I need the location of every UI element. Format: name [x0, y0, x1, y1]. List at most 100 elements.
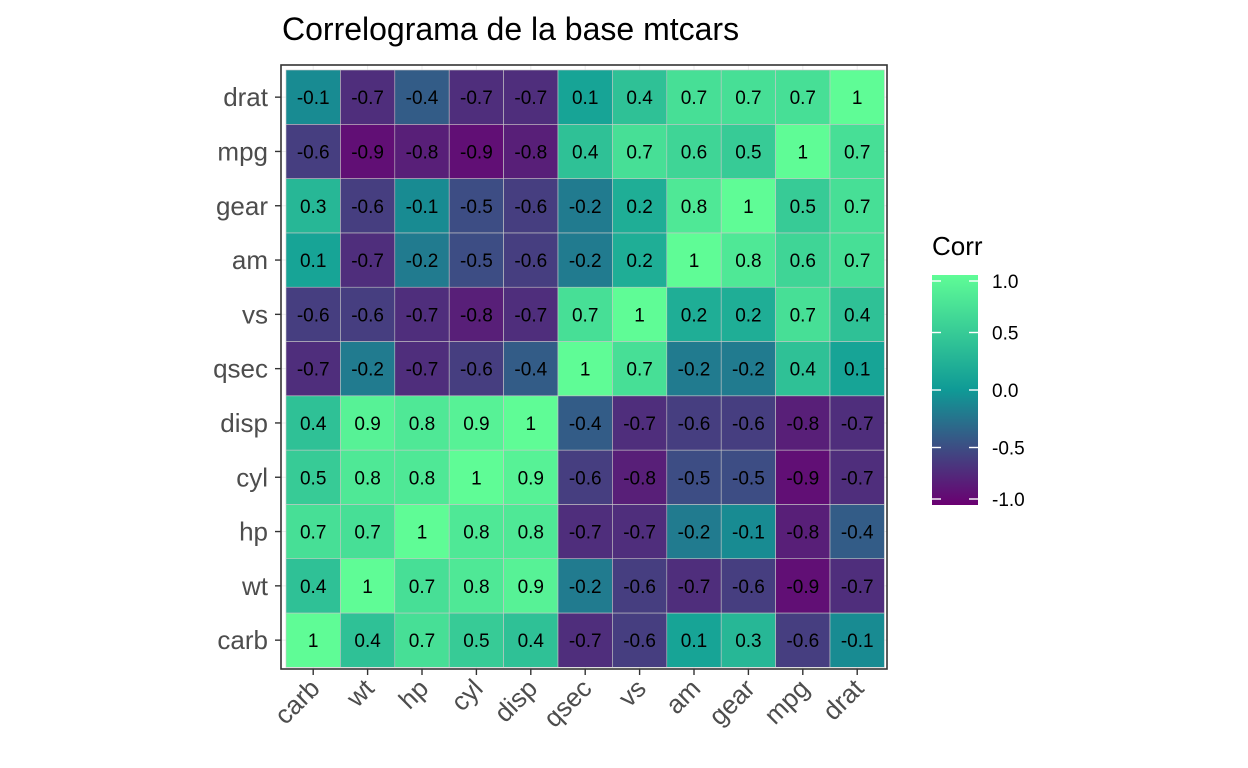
cell-value-hp-vs: -0.7 [623, 523, 656, 544]
cell-value-cyl-hp: 0.8 [409, 468, 435, 489]
heatmap-cell-cyl-wt [340, 449, 396, 505]
y-tick-label-cyl: cyl [236, 462, 268, 492]
cell-value-hp-gear: -0.1 [732, 523, 765, 544]
heatmap-cell-mpg-vs [612, 124, 668, 179]
cell-value-mpg-gear: 0.5 [735, 142, 761, 163]
legend-tick-label: 0.0 [992, 381, 1018, 402]
y-tick-label-hp: hp [239, 517, 268, 547]
heatmap-cell-mpg-gear [720, 124, 776, 179]
heatmap-cell-am-mpg [775, 232, 831, 288]
heatmap-cell-hp-hp [394, 504, 450, 559]
cell-value-wt-mpg: -0.9 [786, 577, 819, 598]
cell-value-qsec-qsec: 1 [580, 360, 591, 381]
heatmap-cell-vs-am [666, 286, 722, 342]
heatmap-cell-am-cyl [448, 232, 504, 288]
heatmap-cell-cyl-mpg [775, 449, 831, 505]
heatmap-cell-qsec-cyl [448, 341, 504, 397]
heatmap-cell-wt-hp [394, 558, 450, 614]
cell-value-drat-mpg: 0.7 [790, 88, 816, 109]
cell-value-qsec-vs: 0.7 [626, 360, 652, 381]
cell-value-carb-qsec: -0.7 [569, 631, 602, 652]
heatmap-cell-am-vs [612, 232, 668, 288]
cell-value-am-cyl: -0.5 [460, 251, 493, 272]
heatmap-cell-gear-gear [720, 178, 776, 234]
cell-value-wt-gear: -0.6 [732, 577, 765, 598]
cell-value-hp-carb: 0.7 [300, 523, 326, 544]
x-tick-label-gear: gear [703, 673, 761, 731]
x-tick-label-mpg: mpg [758, 673, 815, 730]
x-tick-label-disp: disp [488, 673, 543, 728]
heatmap-cell-mpg-wt [340, 124, 396, 179]
heatmap-cell-wt-gear [720, 558, 776, 614]
cell-value-mpg-mpg: 1 [798, 142, 809, 163]
cell-value-vs-hp: -0.7 [406, 305, 439, 326]
heatmap-cell-gear-cyl [448, 178, 504, 234]
heatmap-cell-drat-wt [340, 69, 396, 125]
heatmap-cell-gear-qsec [557, 178, 613, 234]
cell-value-drat-disp: -0.7 [514, 88, 547, 109]
cell-value-gear-drat: 0.7 [844, 197, 870, 218]
cell-value-disp-vs: -0.7 [623, 414, 656, 435]
cell-value-mpg-carb: -0.6 [297, 142, 330, 163]
cell-value-disp-mpg: -0.8 [786, 414, 819, 435]
heatmap-cell-wt-mpg [775, 558, 831, 614]
heatmap-cell-hp-am [666, 504, 722, 559]
cell-value-hp-drat: -0.4 [841, 523, 874, 544]
cell-value-qsec-am: -0.2 [678, 360, 711, 381]
cell-value-hp-hp: 1 [417, 523, 428, 544]
heatmap-cell-am-carb [285, 232, 341, 288]
cell-value-carb-mpg: -0.6 [786, 631, 819, 652]
cell-value-mpg-cyl: -0.9 [460, 142, 493, 163]
heatmap-cell-gear-drat [829, 178, 885, 234]
heatmap-cell-am-wt [340, 232, 396, 288]
heatmap-cell-cyl-carb [285, 449, 341, 505]
cell-value-qsec-cyl: -0.6 [460, 360, 493, 381]
cell-value-disp-cyl: 0.9 [463, 414, 489, 435]
heatmap-cell-vs-carb [285, 286, 341, 342]
cell-value-qsec-mpg: 0.4 [790, 360, 817, 381]
cell-value-carb-wt: 0.4 [354, 631, 381, 652]
heatmap-cell-mpg-drat [829, 124, 885, 179]
cell-value-carb-disp: 0.4 [518, 631, 545, 652]
cell-value-carb-drat: -0.1 [841, 631, 874, 652]
heatmap-cell-carb-mpg [775, 612, 831, 668]
cell-value-disp-gear: -0.6 [732, 414, 765, 435]
heatmap-cell-mpg-hp [394, 124, 450, 179]
cell-value-wt-carb: 0.4 [300, 577, 327, 598]
cell-value-drat-vs: 0.4 [626, 88, 653, 109]
cell-value-vs-drat: 0.4 [844, 305, 871, 326]
heatmap-cell-carb-disp [503, 612, 559, 668]
cell-value-disp-qsec: -0.4 [569, 414, 602, 435]
heatmap-cell-vs-disp [503, 286, 559, 342]
cell-value-disp-am: -0.6 [678, 414, 711, 435]
x-tick-label-carb: carb [268, 673, 325, 730]
y-tick-label-carb: carb [217, 625, 268, 655]
cell-value-carb-carb: 1 [308, 631, 319, 652]
cell-value-vs-disp: -0.7 [514, 305, 547, 326]
y-tick-label-wt: wt [241, 571, 269, 601]
cell-value-am-disp: -0.6 [514, 251, 547, 272]
cell-value-qsec-gear: -0.2 [732, 360, 765, 381]
cell-value-am-drat: 0.7 [844, 251, 870, 272]
heatmap-cell-vs-wt [340, 286, 396, 342]
heatmap-cell-qsec-am [666, 341, 722, 397]
cell-value-wt-cyl: 0.8 [463, 577, 489, 598]
cell-value-wt-hp: 0.7 [409, 577, 435, 598]
heatmap-cell-disp-qsec [557, 395, 613, 451]
cell-value-gear-hp: -0.1 [406, 197, 439, 218]
y-tick-label-drat: drat [223, 82, 269, 112]
heatmap-cell-qsec-carb [285, 341, 341, 397]
heatmap-cell-mpg-cyl [448, 124, 504, 179]
cell-value-drat-wt: -0.7 [351, 88, 384, 109]
heatmap-cell-cyl-am [666, 449, 722, 505]
cell-value-cyl-vs: -0.8 [623, 468, 656, 489]
x-tick-label-cyl: cyl [445, 673, 489, 717]
heatmap-cell-am-hp [394, 232, 450, 288]
heatmap-cell-gear-disp [503, 178, 559, 234]
cell-value-wt-drat: -0.7 [841, 577, 874, 598]
heatmap-cell-cyl-cyl [448, 449, 504, 505]
cell-value-wt-vs: -0.6 [623, 577, 656, 598]
heatmap-cell-cyl-drat [829, 449, 885, 505]
